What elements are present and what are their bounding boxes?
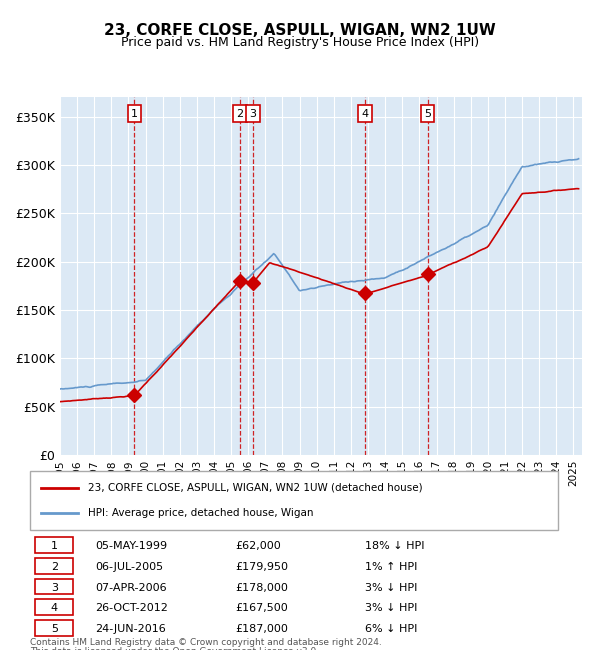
FancyBboxPatch shape (35, 537, 73, 553)
FancyBboxPatch shape (35, 578, 73, 595)
Text: £179,950: £179,950 (235, 562, 288, 572)
Text: 1: 1 (131, 109, 138, 118)
Text: 3: 3 (250, 109, 256, 118)
Text: Price paid vs. HM Land Registry's House Price Index (HPI): Price paid vs. HM Land Registry's House … (121, 36, 479, 49)
Text: 2: 2 (51, 562, 58, 572)
Text: £62,000: £62,000 (235, 541, 281, 551)
Text: 18% ↓ HPI: 18% ↓ HPI (365, 541, 424, 551)
Text: 07-APR-2006: 07-APR-2006 (95, 582, 166, 593)
Text: 24-JUN-2016: 24-JUN-2016 (95, 624, 166, 634)
Text: 06-JUL-2005: 06-JUL-2005 (95, 562, 163, 572)
Text: Contains HM Land Registry data © Crown copyright and database right 2024.: Contains HM Land Registry data © Crown c… (30, 638, 382, 647)
Text: 6% ↓ HPI: 6% ↓ HPI (365, 624, 417, 634)
Text: 05-MAY-1999: 05-MAY-1999 (95, 541, 167, 551)
Text: This data is licensed under the Open Government Licence v3.0.: This data is licensed under the Open Gov… (30, 647, 319, 650)
Text: 5: 5 (51, 624, 58, 634)
Text: £167,500: £167,500 (235, 603, 288, 614)
Text: 3% ↓ HPI: 3% ↓ HPI (365, 582, 417, 593)
Text: 1: 1 (51, 541, 58, 551)
Text: £178,000: £178,000 (235, 582, 288, 593)
Text: HPI: Average price, detached house, Wigan: HPI: Average price, detached house, Wiga… (88, 508, 314, 518)
Text: 23, CORFE CLOSE, ASPULL, WIGAN, WN2 1UW: 23, CORFE CLOSE, ASPULL, WIGAN, WN2 1UW (104, 23, 496, 38)
Text: 23, CORFE CLOSE, ASPULL, WIGAN, WN2 1UW (detached house): 23, CORFE CLOSE, ASPULL, WIGAN, WN2 1UW … (88, 483, 423, 493)
Text: £187,000: £187,000 (235, 624, 288, 634)
FancyBboxPatch shape (35, 558, 73, 574)
Text: 5: 5 (424, 109, 431, 118)
FancyBboxPatch shape (35, 620, 73, 636)
Text: 4: 4 (51, 603, 58, 614)
Text: 26-OCT-2012: 26-OCT-2012 (95, 603, 167, 614)
Text: 1% ↑ HPI: 1% ↑ HPI (365, 562, 417, 572)
Text: 3: 3 (51, 582, 58, 593)
Text: 3% ↓ HPI: 3% ↓ HPI (365, 603, 417, 614)
FancyBboxPatch shape (35, 599, 73, 615)
Text: 4: 4 (361, 109, 368, 118)
Text: 2: 2 (236, 109, 244, 118)
FancyBboxPatch shape (30, 471, 558, 530)
